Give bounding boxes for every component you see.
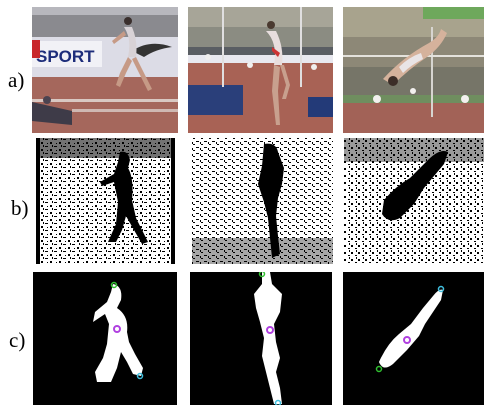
edge-map-2-graphic — [192, 138, 333, 264]
foot-marker — [274, 399, 282, 405]
segmentation-panel-1 — [33, 272, 177, 405]
segmentation-1-graphic — [33, 272, 177, 405]
head-marker — [375, 365, 383, 373]
foot-marker — [437, 285, 445, 293]
segmentation-panel-2 — [190, 272, 332, 405]
head-marker — [258, 272, 266, 278]
edge-map-panel-3 — [344, 138, 484, 264]
banner-text: SPORT — [36, 47, 95, 66]
segmentation-3-graphic — [343, 272, 484, 405]
row-label-b: b) — [11, 196, 29, 220]
row-label-c: c) — [9, 328, 26, 352]
segmentation-2-graphic — [190, 272, 332, 405]
centroid-marker — [266, 326, 274, 334]
row-label-a: a) — [8, 68, 25, 92]
edge-map-panel-1 — [36, 138, 175, 264]
head-marker — [110, 281, 118, 289]
photo-panel-2 — [188, 7, 333, 133]
edge-map-3-graphic — [344, 138, 484, 264]
segmentation-panel-3 — [343, 272, 484, 405]
photo-panel-3 — [343, 7, 484, 133]
centroid-marker — [113, 325, 121, 333]
photo-panel-1: SPORT — [32, 7, 178, 133]
edge-map-panel-2 — [192, 138, 333, 264]
centroid-marker — [403, 336, 411, 344]
foot-marker — [136, 372, 144, 380]
edge-map-1-graphic — [36, 138, 175, 264]
